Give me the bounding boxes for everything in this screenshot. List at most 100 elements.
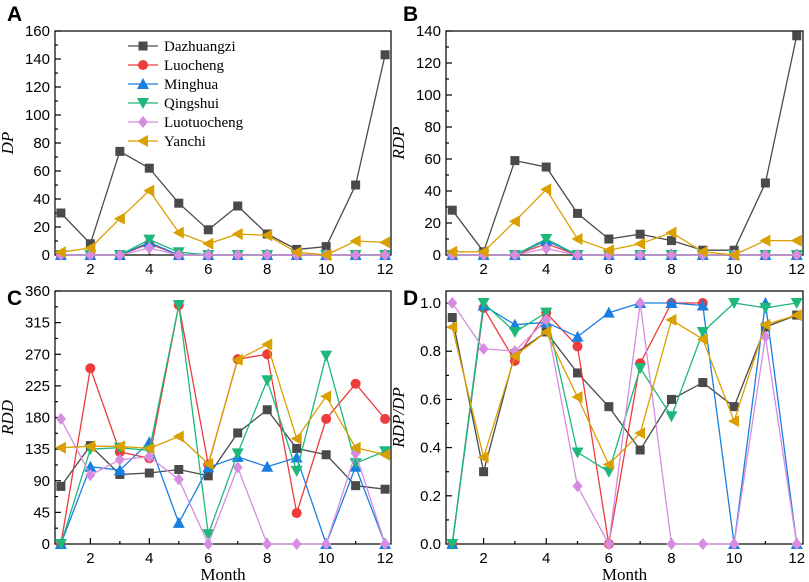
data-point [320, 390, 332, 403]
data-point [792, 31, 802, 41]
legend-marker [138, 41, 148, 51]
series-line [60, 343, 386, 466]
data-point [572, 249, 583, 261]
data-point [635, 229, 645, 239]
data-point [261, 460, 274, 472]
x-axis: 2 4 6 8 10 12 [451, 249, 805, 278]
series-qingshui [54, 300, 392, 550]
x-axis: 2 4 6 8 10 12 [60, 538, 393, 567]
data-point [729, 538, 740, 550]
y-tick-label: 90 [33, 473, 50, 490]
panel-label: C [7, 287, 22, 310]
data-point [292, 443, 302, 453]
data-point [446, 321, 458, 334]
data-point [728, 249, 740, 261]
data-point [262, 249, 273, 261]
data-point [203, 471, 213, 481]
data-point [790, 298, 803, 310]
legend-label: Yanchi [164, 134, 206, 150]
data-point [56, 208, 66, 218]
series-line [452, 247, 797, 256]
data-point [572, 480, 583, 493]
data-point [479, 467, 489, 477]
data-point [232, 249, 243, 261]
data-point [172, 516, 185, 528]
x-tick-label: 6 [605, 550, 613, 567]
data-point [602, 306, 615, 318]
data-point [508, 215, 520, 228]
data-point [602, 244, 614, 257]
legend-entry-qingshui: Qingshui [128, 96, 219, 112]
series-luocheng [55, 300, 391, 549]
x-tick-label: 2 [479, 261, 487, 278]
data-point [477, 451, 489, 464]
data-point [321, 538, 332, 550]
y-tick-label: 60 [33, 163, 50, 180]
series-dazhuangzi [447, 31, 802, 257]
series-line [451, 314, 797, 466]
series-dazhuangzi [56, 50, 390, 254]
x-tick-label: 10 [318, 550, 335, 567]
legend-label: Luotuocheng [164, 115, 244, 131]
data-point [604, 402, 614, 412]
panel-c: C 2 4 6 8 10 12 0 45 90 135 180 225 270 315 360 RDD Month [0, 283, 393, 582]
y-tick-label: 0.2 [420, 488, 441, 505]
data-point [759, 302, 772, 314]
data-point [85, 469, 96, 482]
data-point [173, 249, 184, 261]
data-point [666, 538, 677, 550]
data-point [791, 249, 802, 261]
data-point [572, 341, 583, 352]
x-tick-label: 4 [145, 261, 153, 278]
y-axis-label: RDP/DP [389, 387, 408, 448]
series-line [60, 440, 386, 546]
data-point [510, 156, 520, 166]
data-point [84, 440, 96, 453]
data-point [446, 539, 459, 550]
data-point [202, 457, 214, 470]
data-point [321, 450, 331, 460]
data-point [351, 180, 361, 190]
data-point [320, 350, 333, 362]
data-point [478, 342, 489, 355]
series-luotuocheng [55, 242, 391, 261]
data-point [540, 325, 552, 338]
data-point [144, 163, 154, 173]
data-point [665, 411, 678, 423]
data-point [477, 245, 489, 258]
series-line [451, 35, 798, 254]
x-tick-label: 2 [86, 550, 94, 567]
data-point [291, 538, 302, 550]
x-tick-label: 6 [204, 261, 212, 278]
y-tick-label: 135 [25, 441, 50, 458]
data-point [696, 326, 709, 338]
data-point [380, 249, 391, 261]
data-point [380, 413, 391, 424]
data-point [174, 465, 184, 475]
plot-frame [445, 30, 804, 256]
x-tick-label: 2 [479, 550, 487, 567]
data-point [320, 249, 332, 261]
x-tick-label: 8 [667, 550, 675, 567]
data-point [172, 226, 184, 239]
legend-label: Minghua [164, 77, 219, 93]
y-tick-label: 20 [424, 215, 441, 232]
data-point [634, 237, 646, 250]
legend-label: Dazhuangzi [164, 39, 236, 55]
data-point [380, 50, 390, 60]
data-point [446, 245, 458, 258]
data-point [540, 307, 553, 319]
data-point [350, 378, 361, 389]
data-point [728, 415, 740, 428]
data-point [508, 350, 520, 363]
legend-marker [138, 116, 148, 128]
data-point [728, 298, 741, 310]
y-tick-label: 0 [42, 247, 50, 264]
data-point [54, 441, 66, 454]
series-yanchi [446, 183, 802, 261]
x-tick-label: 10 [726, 261, 743, 278]
legend-label: Qingshui [164, 96, 219, 112]
data-point [231, 228, 243, 240]
data-point [203, 225, 213, 235]
